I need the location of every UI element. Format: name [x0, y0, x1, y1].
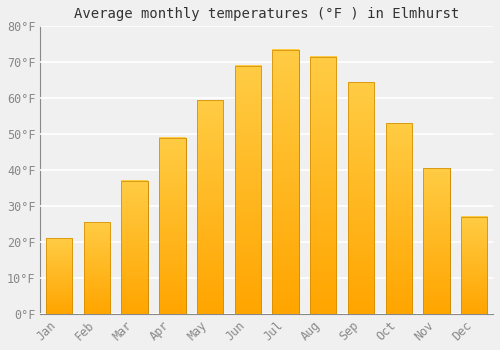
- Bar: [84, 222, 110, 314]
- Bar: [197, 100, 224, 314]
- Bar: [159, 138, 186, 314]
- Bar: [272, 50, 299, 314]
- Bar: [234, 66, 261, 314]
- Bar: [348, 82, 374, 314]
- Bar: [46, 238, 72, 314]
- Bar: [424, 168, 450, 314]
- Bar: [386, 123, 412, 314]
- Bar: [234, 66, 261, 314]
- Bar: [122, 181, 148, 314]
- Bar: [272, 50, 299, 314]
- Bar: [386, 123, 412, 314]
- Bar: [348, 82, 374, 314]
- Bar: [46, 238, 72, 314]
- Bar: [310, 57, 336, 314]
- Bar: [461, 217, 487, 314]
- Bar: [159, 138, 186, 314]
- Bar: [310, 57, 336, 314]
- Bar: [424, 168, 450, 314]
- Bar: [461, 217, 487, 314]
- Bar: [84, 222, 110, 314]
- Bar: [197, 100, 224, 314]
- Bar: [122, 181, 148, 314]
- Title: Average monthly temperatures (°F ) in Elmhurst: Average monthly temperatures (°F ) in El…: [74, 7, 460, 21]
